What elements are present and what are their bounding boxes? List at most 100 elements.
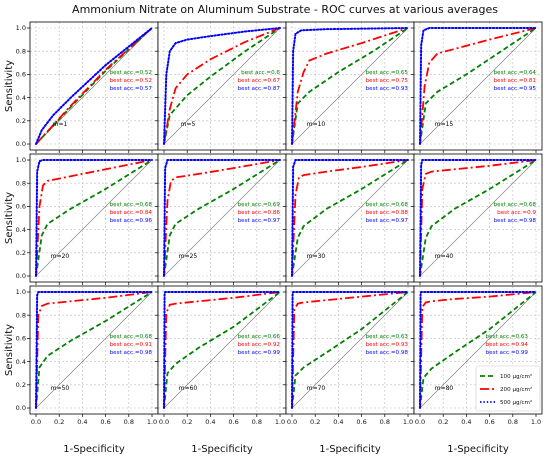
roc-curve-c200	[163, 27, 281, 145]
best-accuracy-label: best acc.=0.68	[366, 202, 409, 208]
x-tick-label: 1.0	[275, 418, 285, 426]
best-accuracy-label: best acc.=0.88	[366, 210, 409, 216]
y-axis-label: Sensitivity	[4, 192, 15, 244]
best-accuracy-label: best acc.=0.94	[486, 342, 529, 348]
roc-panel: best acc.=0.68 best acc.=0.9 best acc.=0.9…	[411, 153, 543, 285]
y-tick-label: 0.0	[16, 272, 26, 280]
best-accuracy-label: best acc.=0.68	[110, 202, 153, 208]
legend-label: 100 μg/cm²	[500, 373, 532, 380]
roc-curve-c100	[419, 159, 537, 277]
roc-curve-c200	[291, 291, 409, 409]
roc-curve-c100	[419, 291, 537, 409]
roc-panel: 0.0 0.2 0.4 0.6 0.8 1.0 best acc.=0.68 best acc…	[4, 153, 159, 285]
averaging-label: m=50	[51, 385, 70, 392]
y-axis-label: Sensitivity	[4, 60, 15, 112]
panel-grid: 0.0 0.2 0.4 0.6 0.8 1.0 best acc.=0.52 best acc…	[4, 21, 543, 455]
best-accuracy-label: best acc.=0.63	[486, 334, 529, 340]
chance-diagonal-line	[163, 27, 281, 145]
averaging-label: m=25	[179, 253, 198, 260]
panel-frame	[413, 153, 543, 283]
y-tick-label: 1.0	[16, 156, 26, 164]
best-accuracy-label: best acc.=0.69	[238, 202, 281, 208]
best-accuracy-label: best acc.=0.93	[366, 86, 409, 92]
x-tick-label: 0.6	[356, 418, 366, 426]
best-accuracy-label: best acc.=0.87	[238, 86, 281, 92]
roc-curve-c200	[35, 291, 153, 409]
panel-frame	[413, 285, 543, 415]
roc-curve-c500	[163, 159, 281, 277]
x-tick-label: 0.8	[252, 418, 262, 426]
best-accuracy-label: best acc.=0.64	[494, 70, 537, 76]
x-tick-label: 0.2	[438, 418, 448, 426]
roc-curve-c200	[291, 159, 409, 277]
roc-curve-c500	[35, 27, 153, 145]
best-accuracy-label: best acc.=0.97	[238, 218, 281, 224]
roc-panel: 0.0 0.2 0.4 0.6 0.8 1.0 best acc.=0.52 best acc…	[4, 21, 159, 153]
y-tick-label: 0.4	[16, 358, 26, 366]
averaging-label: m=30	[307, 253, 326, 260]
roc-curve-c500	[291, 27, 409, 145]
x-tick-label: 1.0	[147, 418, 157, 426]
x-tick-label: 0.4	[333, 418, 343, 426]
roc-panel: 0.0 0.0 0.2 0.2 0.4 0.4 0.6 0.6 0.8 0.8 1.0 1.0 best…	[4, 285, 159, 455]
y-tick-label: 1.0	[16, 24, 26, 32]
x-tick-label: 0.2	[182, 418, 192, 426]
legend-label: 200 μg/cm²	[500, 386, 532, 393]
x-axis-label: 1-Specificity	[319, 444, 381, 455]
chance-diagonal-line	[291, 159, 409, 277]
roc-curve-c500	[419, 291, 537, 409]
best-accuracy-label: best acc.=0.92	[238, 342, 280, 348]
best-accuracy-label: best acc.=0.99	[238, 350, 281, 356]
best-accuracy-label: best acc.=0.86	[238, 210, 281, 216]
x-tick-label: 0.0	[415, 418, 425, 426]
x-tick-label: 0.8	[508, 418, 518, 426]
roc-curve-c500	[291, 291, 409, 409]
averaging-label: m=40	[435, 253, 454, 260]
best-accuracy-label: best acc.=0.65	[366, 70, 409, 76]
roc-panel: best acc.=0.65 best acc.=0.75 best acc.=0.…	[283, 21, 415, 153]
best-accuracy-label: best acc.=0.57	[110, 86, 153, 92]
best-accuracy-label: best acc.=0.9	[497, 210, 536, 216]
roc-panel: 0.0 0.2 0.4 0.6 0.8 1.0 best acc.=0.63 best acc…	[283, 285, 415, 455]
legend-label: 500 μg/cm²	[500, 399, 532, 406]
averaging-label: m=70	[307, 385, 326, 392]
roc-curve-c500	[163, 27, 281, 145]
best-accuracy-label: best acc.=0.99	[486, 350, 529, 356]
x-tick-label: 0.4	[205, 418, 215, 426]
best-accuracy-label: best acc.=0.81	[494, 78, 537, 84]
best-accuracy-label: best acc.=0.84	[110, 210, 153, 216]
roc-curve-c500	[163, 291, 281, 409]
x-axis-label: 1-Specificity	[63, 444, 125, 455]
roc-curve-c500	[35, 159, 153, 277]
averaging-label: m=5	[181, 121, 196, 128]
y-tick-label: 0.4	[16, 94, 26, 102]
legend: 100 μg/cm² 200 μg/cm² 500 μg/cm²	[475, 365, 541, 412]
roc-curve-c200	[163, 159, 281, 277]
chance-diagonal-line	[35, 159, 153, 277]
x-tick-label: 1.0	[403, 418, 413, 426]
best-accuracy-label: best acc.=0.52	[110, 70, 152, 76]
averaging-label: m=80	[435, 385, 454, 392]
best-accuracy-label: best acc.=0.98	[110, 350, 153, 356]
roc-panel: best acc.=0.69 best acc.=0.86 best acc.=0.…	[155, 153, 287, 285]
x-axis-label: 1-Specificity	[447, 444, 509, 455]
best-accuracy-label: best acc.=0.52	[110, 78, 152, 84]
best-accuracy-label: best acc.=0.68	[110, 334, 153, 340]
chance-diagonal-line	[419, 159, 537, 277]
roc-curve-c200	[419, 291, 537, 409]
roc-curve-c100	[35, 291, 153, 409]
x-tick-label: 0.0	[287, 418, 297, 426]
x-tick-label: 1.0	[531, 418, 541, 426]
y-tick-label: 0.2	[16, 117, 26, 125]
roc-curve-c200	[163, 291, 281, 409]
chance-diagonal-line	[419, 291, 537, 409]
y-tick-label: 0.8	[16, 311, 26, 319]
figure-title: Ammonium Nitrate on Aluminum Substrate -…	[72, 3, 498, 16]
roc-curve-c100	[291, 159, 409, 277]
y-tick-label: 0.8	[16, 47, 26, 55]
roc-curve-c100	[291, 291, 409, 409]
roc-curve-c200	[35, 27, 153, 145]
x-tick-label: 0.0	[31, 418, 41, 426]
chance-diagonal-line	[163, 159, 281, 277]
